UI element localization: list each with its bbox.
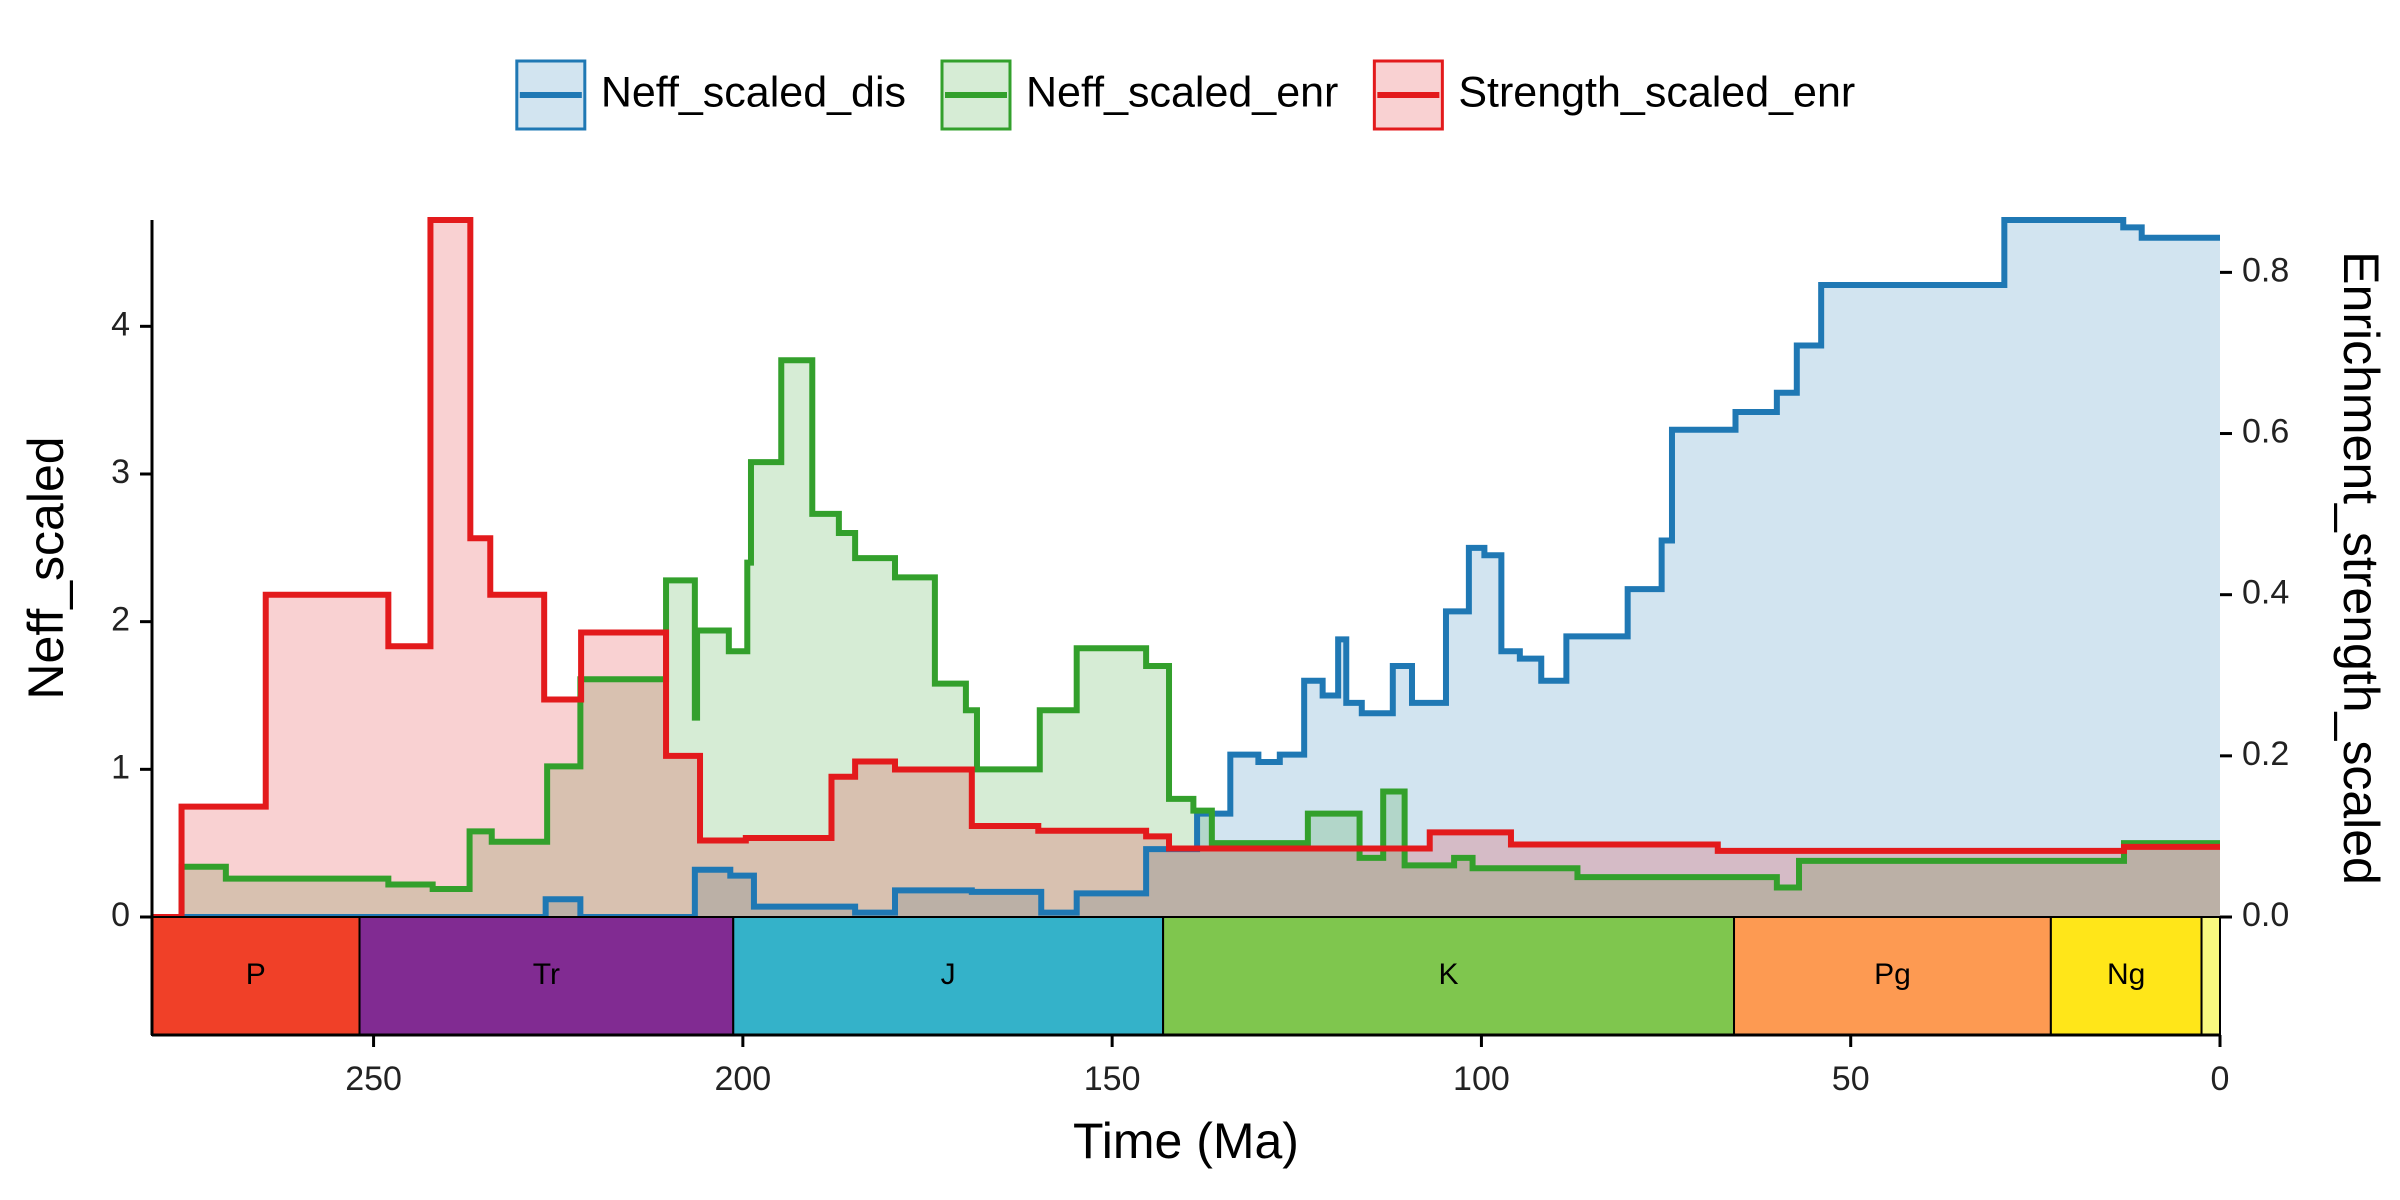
period-box: [2049, 916, 2203, 1036]
y-tick-label: 1: [111, 748, 130, 786]
area-fill: [152, 220, 2220, 917]
period-label: K: [1439, 958, 1459, 991]
y2-tick-label: 0.2: [2242, 735, 2289, 773]
y-tick-label: 2: [111, 601, 130, 639]
area-fill: [152, 360, 2220, 917]
x-tick-label: 150: [1084, 1060, 1141, 1098]
y-tick-label: 4: [111, 305, 130, 343]
y-tick-label: 3: [111, 453, 130, 491]
period-label: P: [246, 958, 266, 991]
legend-item: Neff_scaled_dis: [515, 59, 906, 131]
period-box: [1733, 916, 2052, 1036]
series-line: [152, 357, 2220, 920]
y2-tick-label: 0.0: [2242, 896, 2289, 934]
series-line: [152, 217, 2220, 920]
x-tick-label: 0: [2211, 1060, 2230, 1098]
x-axis-title: Time (Ma): [1073, 1113, 1299, 1169]
period-box: [1162, 916, 1736, 1036]
area-fill: [152, 220, 2220, 917]
legend-label: Strength_scaled_enr: [1458, 68, 1855, 116]
period-box: [2200, 916, 2221, 1036]
y-axis-title: Neff_scaled: [18, 436, 74, 699]
x-tick-label: 100: [1453, 1060, 1510, 1098]
x-tick-label: 200: [714, 1060, 771, 1098]
period-box: [732, 916, 1165, 1036]
y2-axis-title: Enrichment_strength_scaled: [2333, 251, 2389, 885]
period-label: Ng: [2107, 958, 2145, 991]
legend-label: Neff_scaled_enr: [1026, 68, 1338, 116]
period-label: J: [941, 958, 956, 991]
period-label: Tr: [533, 958, 560, 991]
series-line: [152, 217, 2220, 920]
x-tick-label: 250: [345, 1060, 402, 1098]
legend: Neff_scaled_dis Neff_scaled_enr Strength_s…: [515, 59, 1855, 131]
y2-tick-label: 0.8: [2242, 251, 2289, 289]
period-box: [151, 916, 361, 1036]
period-label: Pg: [1874, 958, 1911, 991]
legend-label: Neff_scaled_dis: [601, 68, 906, 116]
legend-item: Neff_scaled_enr: [940, 59, 1338, 131]
y2-tick-label: 0.6: [2242, 413, 2289, 451]
legend-item: Strength_scaled_enr: [1372, 59, 1855, 131]
y-tick-label: 0: [111, 896, 130, 934]
y2-tick-label: 0.4: [2242, 574, 2289, 612]
x-tick-label: 50: [1832, 1060, 1870, 1098]
